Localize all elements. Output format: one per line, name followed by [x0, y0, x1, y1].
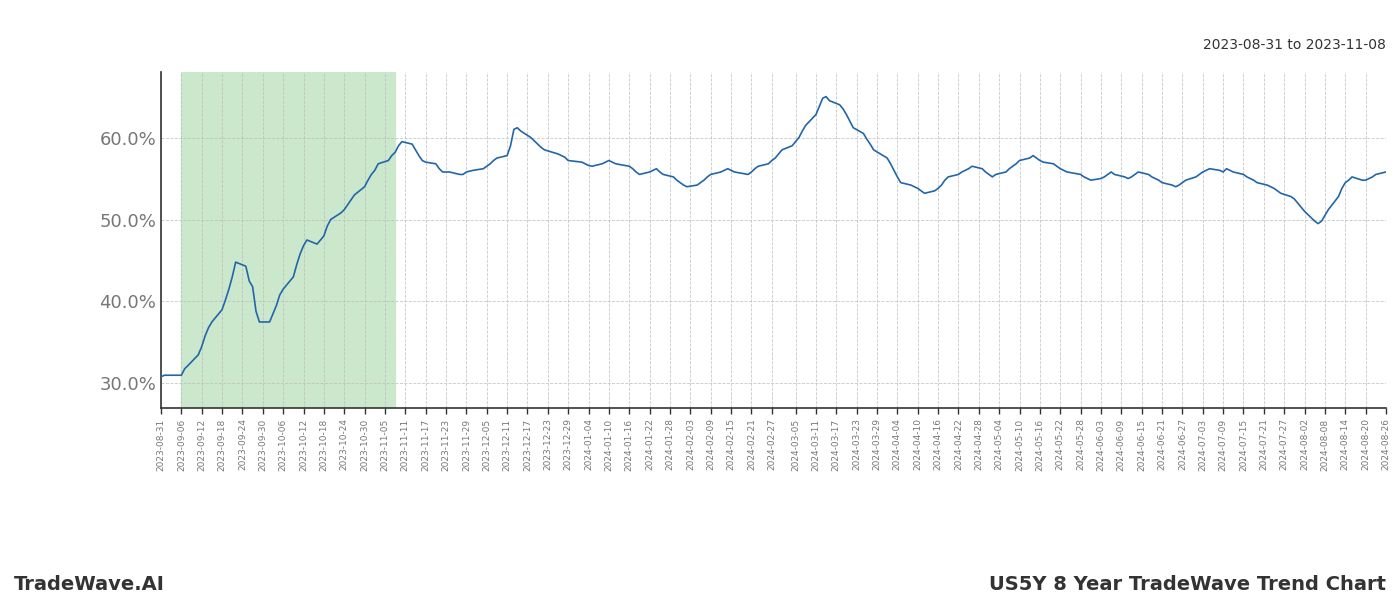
- Text: 2023-08-31 to 2023-11-08: 2023-08-31 to 2023-11-08: [1203, 38, 1386, 52]
- Bar: [182, 72, 395, 408]
- Text: TradeWave.AI: TradeWave.AI: [14, 575, 165, 594]
- Text: US5Y 8 Year TradeWave Trend Chart: US5Y 8 Year TradeWave Trend Chart: [988, 575, 1386, 594]
